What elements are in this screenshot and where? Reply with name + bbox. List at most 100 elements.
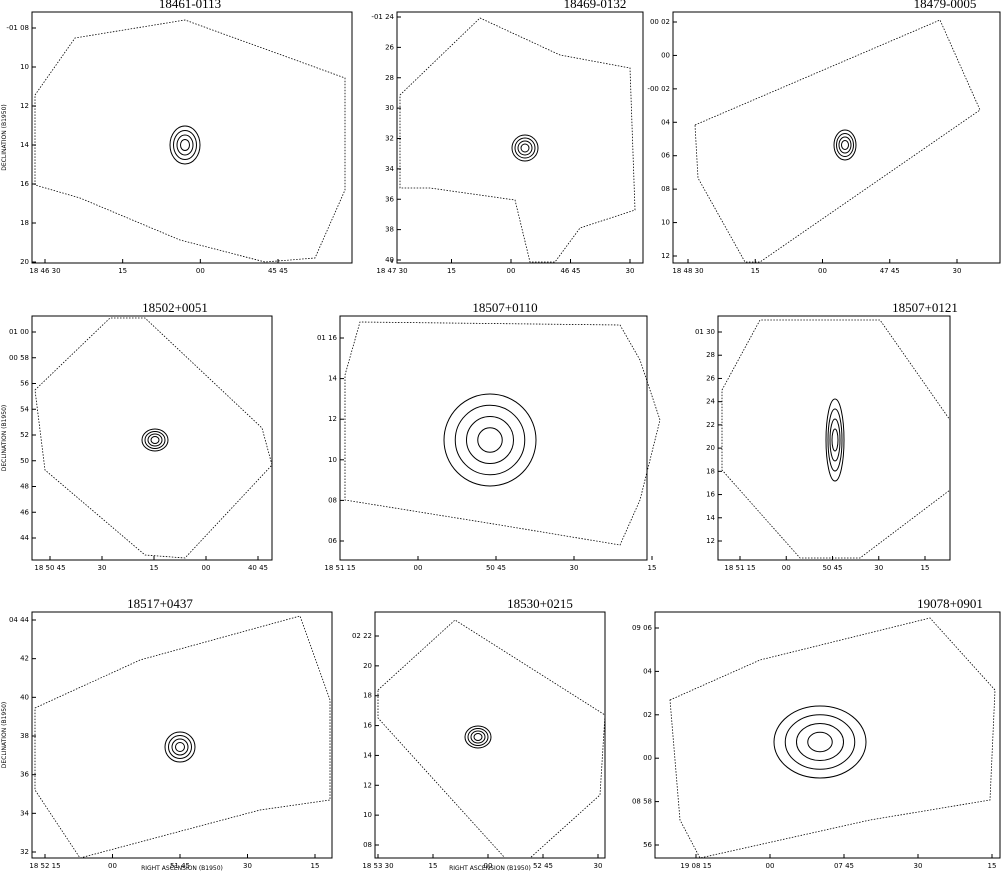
y-tick-label: 10 xyxy=(661,219,670,227)
y-tick-label: 26 xyxy=(706,374,715,382)
panel-frame xyxy=(717,315,951,561)
x-tick-label: 00 xyxy=(414,564,423,572)
y-tick-label: 10 xyxy=(363,811,372,819)
x-tick-label: 15 xyxy=(447,267,456,275)
y-tick-label: 18 xyxy=(706,467,715,475)
y-tick-label: 08 xyxy=(661,185,670,193)
y-tick-label: 01 30 xyxy=(695,328,715,336)
x-tick-label: 50 45 xyxy=(822,564,842,572)
x-tick-label: 00 xyxy=(818,267,827,275)
panel-frame xyxy=(31,11,353,264)
contour xyxy=(173,130,197,160)
panel-title: 18530+0215 xyxy=(507,596,573,611)
y-tick-label: 26 xyxy=(385,43,394,51)
y-tick-label: 01 00 xyxy=(9,328,29,336)
y-tick-label: 12 xyxy=(20,102,29,110)
y-tick-label: 12 xyxy=(363,781,372,789)
y-tick-label: 38 xyxy=(385,226,394,234)
x-tick-label: 30 xyxy=(594,862,603,870)
contour xyxy=(147,433,163,447)
contour xyxy=(180,139,190,151)
y-axis-label: DECLINATION (B1950) xyxy=(1,104,8,170)
y-tick-label: 16 xyxy=(706,491,715,499)
panel-title: 19078+0901 xyxy=(917,596,983,611)
x-tick-label: 15 xyxy=(118,267,127,275)
panel-frame xyxy=(374,611,606,859)
y-tick-label: 50 xyxy=(20,457,29,465)
contour xyxy=(796,723,844,761)
panel-frame xyxy=(339,315,648,561)
contour xyxy=(466,416,514,464)
x-tick-label: 15 xyxy=(648,564,657,572)
y-tick-label: 34 xyxy=(385,165,394,173)
contour xyxy=(164,731,196,763)
y-tick-label: 48 xyxy=(20,483,29,491)
contour xyxy=(473,733,483,741)
y-tick-label: 28 xyxy=(706,351,715,359)
y-tick-label: 32 xyxy=(385,135,394,143)
contour xyxy=(511,134,539,162)
y-tick-label: 56 xyxy=(20,380,29,388)
panel-frame xyxy=(672,11,1001,264)
y-tick-label: 32 xyxy=(20,848,29,856)
x-tick-label: 18 51 15 xyxy=(324,564,355,572)
y-tick-label: 24 xyxy=(706,398,715,406)
y-tick-label: 56 xyxy=(643,841,652,849)
panel-title: 18461-0113 xyxy=(159,0,221,11)
contour xyxy=(514,137,536,159)
x-tick-label: 51 45 xyxy=(170,862,190,870)
y-tick-label: 54 xyxy=(20,405,29,413)
y-tick-label: 28 xyxy=(385,74,394,82)
x-tick-label: 00 xyxy=(484,862,493,870)
y-tick-label: 14 xyxy=(20,141,29,149)
contour xyxy=(773,705,867,779)
contour xyxy=(171,738,189,756)
panel-title: 18517+0437 xyxy=(127,596,193,611)
y-tick-label: 09 06 xyxy=(632,624,653,632)
y-tick-label: 08 xyxy=(328,496,337,504)
x-tick-label: 40 45 xyxy=(248,564,268,572)
survey-edge xyxy=(34,615,331,859)
contour xyxy=(841,140,849,150)
x-tick-label: 52 45 xyxy=(533,862,553,870)
y-tick-label: -01 24 xyxy=(371,13,394,21)
y-axis-label: DECLINATION (B1950) xyxy=(1,702,8,768)
y-tick-label: 18 xyxy=(363,692,372,700)
contour xyxy=(517,140,533,156)
y-tick-label: 00 xyxy=(643,754,652,762)
x-tick-label: 18 50 45 xyxy=(34,564,65,572)
y-tick-label: 14 xyxy=(363,751,372,759)
y-tick-label: 40 xyxy=(385,256,394,264)
y-tick-label: 42 xyxy=(20,655,29,663)
x-tick-label: 15 xyxy=(921,564,930,572)
y-tick-label: 01 16 xyxy=(317,334,338,342)
y-tick-label: 38 xyxy=(20,732,29,740)
panel-frame xyxy=(654,611,1001,859)
y-tick-label: 22 xyxy=(706,421,715,429)
y-tick-label: 04 xyxy=(661,118,670,126)
y-tick-label: 12 xyxy=(706,537,715,545)
contour xyxy=(477,427,503,453)
y-tick-label: 30 xyxy=(385,104,394,112)
y-tick-label: 00 xyxy=(661,51,670,59)
y-tick-label: 18 xyxy=(20,219,29,227)
x-tick-label: 15 xyxy=(311,862,320,870)
x-tick-label: 18 48 30 xyxy=(672,267,703,275)
y-tick-label: 20 xyxy=(20,258,29,266)
y-tick-label: 36 xyxy=(385,195,394,203)
y-tick-label: 12 xyxy=(328,415,337,423)
panel: 18469-0132 -01 24 26 28 30 32 34 36 38 40 18 47 30… xyxy=(371,0,644,275)
x-tick-label: 46 45 xyxy=(560,267,580,275)
y-tick-label: 46 xyxy=(20,508,29,516)
panel-title: 18479-0005 xyxy=(914,0,977,11)
y-tick-label: 14 xyxy=(706,514,715,522)
x-tick-label: 18 46 30 xyxy=(29,267,60,275)
y-tick-label: 52 xyxy=(20,431,29,439)
x-tick-label: 00 xyxy=(202,564,211,572)
y-tick-label: 16 xyxy=(20,180,29,188)
x-tick-label: 47 45 xyxy=(880,267,900,275)
survey-edge xyxy=(669,617,996,859)
x-tick-label: 30 xyxy=(98,564,107,572)
